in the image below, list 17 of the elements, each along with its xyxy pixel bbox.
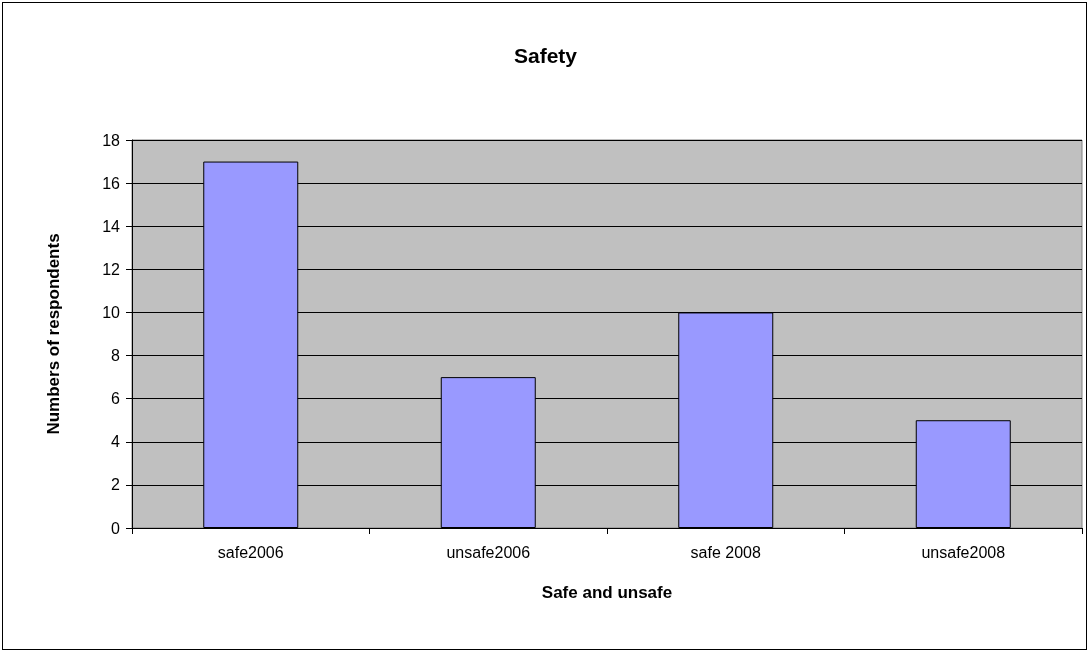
x-tick-label: safe2006 <box>217 543 284 561</box>
chart-title: Safety <box>513 44 578 67</box>
y-tick-label: 14 <box>102 217 121 235</box>
y-tick-label: 8 <box>111 347 121 365</box>
y-tick-label: 18 <box>102 131 121 149</box>
y-tick-label: 4 <box>111 433 121 451</box>
y-axis-title: Numbers of respondents <box>44 233 63 435</box>
y-tick-label: 6 <box>111 390 121 408</box>
x-tick-label: unsafe2006 <box>446 543 531 561</box>
y-tick-label: 16 <box>102 174 121 192</box>
y-tick-label: 2 <box>111 476 121 494</box>
x-tick-label: safe 2008 <box>690 543 761 561</box>
y-tick-label: 12 <box>102 260 121 278</box>
x-tick-label: unsafe2008 <box>921 543 1006 561</box>
y-tick-label: 0 <box>111 519 121 537</box>
y-tick-label: 10 <box>102 303 121 321</box>
x-axis-title: Safe and unsafe <box>541 583 673 602</box>
